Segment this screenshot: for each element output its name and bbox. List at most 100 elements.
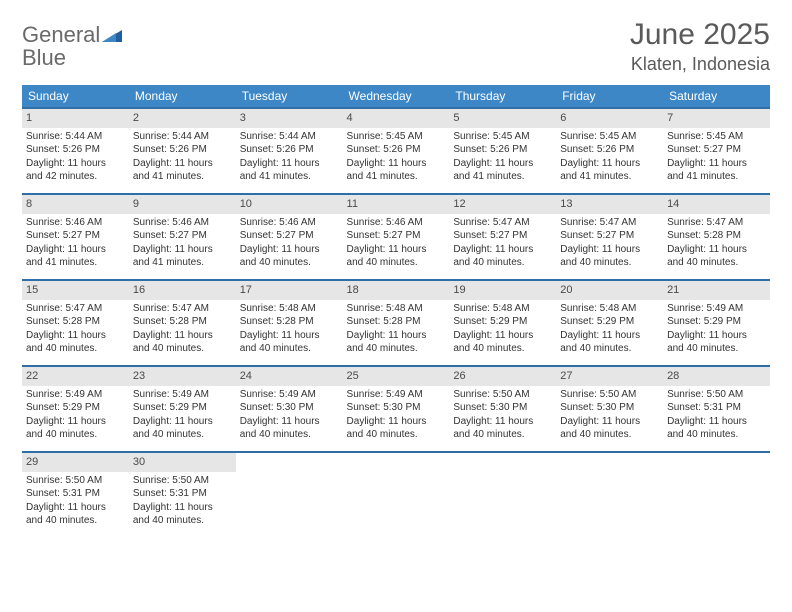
cell-content: Sunrise: 5:47 AMSunset: 5:28 PMDaylight:… xyxy=(22,302,129,360)
daylight-line-1: Daylight: 11 hours xyxy=(560,329,659,343)
calendar-cell: 12Sunrise: 5:47 AMSunset: 5:27 PMDayligh… xyxy=(449,194,556,280)
daylight-line-1: Daylight: 11 hours xyxy=(133,329,232,343)
cell-content: Sunrise: 5:45 AMSunset: 5:27 PMDaylight:… xyxy=(663,130,770,188)
daylight-line-2: and 40 minutes. xyxy=(26,342,125,356)
sunset-line: Sunset: 5:31 PM xyxy=(667,401,766,415)
sunset-line: Sunset: 5:27 PM xyxy=(560,229,659,243)
week-row: 29Sunrise: 5:50 AMSunset: 5:31 PMDayligh… xyxy=(22,452,770,538)
sunrise-line: Sunrise: 5:50 AM xyxy=(453,388,552,402)
day-number: 23 xyxy=(129,367,236,386)
sunset-line: Sunset: 5:27 PM xyxy=(347,229,446,243)
calendar-cell: 20Sunrise: 5:48 AMSunset: 5:29 PMDayligh… xyxy=(556,280,663,366)
calendar-cell: 1 Sunrise: 5:44 AMSunset: 5:26 PMDaylight… xyxy=(22,108,129,194)
sunset-line: Sunset: 5:27 PM xyxy=(240,229,339,243)
calendar-cell: 2Sunrise: 5:44 AMSunset: 5:26 PMDaylight… xyxy=(129,108,236,194)
day-number: 10 xyxy=(236,195,343,214)
calendar-cell xyxy=(663,452,770,538)
sunset-line: Sunset: 5:27 PM xyxy=(26,229,125,243)
sunset-line: Sunset: 5:28 PM xyxy=(240,315,339,329)
calendar-cell: 18Sunrise: 5:48 AMSunset: 5:28 PMDayligh… xyxy=(343,280,450,366)
week-row: 8Sunrise: 5:46 AMSunset: 5:27 PMDaylight… xyxy=(22,194,770,280)
daylight-line-1: Daylight: 11 hours xyxy=(347,157,446,171)
daylight-line-2: and 40 minutes. xyxy=(453,428,552,442)
day-number: 21 xyxy=(663,281,770,300)
cell-content: Sunrise: 5:45 AMSunset: 5:26 PMDaylight:… xyxy=(343,130,450,188)
daylight-line-1: Daylight: 11 hours xyxy=(667,243,766,257)
day-number: 4 xyxy=(343,109,450,128)
logo-triangle-icon xyxy=(102,28,122,47)
cell-content: Sunrise: 5:44 AMSunset: 5:26 PMDaylight:… xyxy=(22,130,129,188)
sunrise-line: Sunrise: 5:48 AM xyxy=(453,302,552,316)
daylight-line-2: and 42 minutes. xyxy=(26,170,125,184)
sunrise-line: Sunrise: 5:49 AM xyxy=(133,388,232,402)
day-number: 3 xyxy=(236,109,343,128)
calendar-cell: 15Sunrise: 5:47 AMSunset: 5:28 PMDayligh… xyxy=(22,280,129,366)
title-block: June 2025 Klaten, Indonesia xyxy=(630,18,770,75)
calendar-cell: 8Sunrise: 5:46 AMSunset: 5:27 PMDaylight… xyxy=(22,194,129,280)
sunrise-line: Sunrise: 5:50 AM xyxy=(133,474,232,488)
daylight-line-2: and 40 minutes. xyxy=(560,428,659,442)
daylight-line-1: Daylight: 11 hours xyxy=(347,415,446,429)
daylight-line-2: and 41 minutes. xyxy=(560,170,659,184)
cell-content: Sunrise: 5:48 AMSunset: 5:28 PMDaylight:… xyxy=(236,302,343,360)
sunrise-line: Sunrise: 5:50 AM xyxy=(560,388,659,402)
daylight-line-2: and 40 minutes. xyxy=(560,342,659,356)
cell-content: Sunrise: 5:44 AMSunset: 5:26 PMDaylight:… xyxy=(236,130,343,188)
sunrise-line: Sunrise: 5:47 AM xyxy=(667,216,766,230)
daylight-line-1: Daylight: 11 hours xyxy=(347,329,446,343)
day-header-monday: Monday xyxy=(129,85,236,108)
day-number: 28 xyxy=(663,367,770,386)
daylight-line-1: Daylight: 11 hours xyxy=(667,415,766,429)
daylight-line-2: and 40 minutes. xyxy=(560,256,659,270)
calendar-cell xyxy=(343,452,450,538)
sunrise-line: Sunrise: 5:48 AM xyxy=(560,302,659,316)
daylight-line-2: and 40 minutes. xyxy=(240,256,339,270)
sunrise-line: Sunrise: 5:45 AM xyxy=(667,130,766,144)
calendar-cell: 30 Sunrise: 5:50 AMSunset: 5:31 PMDayligh… xyxy=(129,452,236,538)
day-number: 5 xyxy=(449,109,556,128)
sunset-line: Sunset: 5:26 PM xyxy=(453,143,552,157)
cell-content: Sunrise: 5:50 AMSunset: 5:31 PMDaylight:… xyxy=(129,474,236,532)
header: General Blue June 2025 Klaten, Indonesia xyxy=(22,18,770,75)
calendar-cell: 26Sunrise: 5:50 AMSunset: 5:30 PMDayligh… xyxy=(449,366,556,452)
sunset-line: Sunset: 5:28 PM xyxy=(133,315,232,329)
location: Klaten, Indonesia xyxy=(630,54,770,75)
calendar-cell: 29Sunrise: 5:50 AMSunset: 5:31 PMDayligh… xyxy=(22,452,129,538)
day-number: 30 xyxy=(129,453,236,472)
sunset-line: Sunset: 5:28 PM xyxy=(667,229,766,243)
daylight-line-2: and 41 minutes. xyxy=(240,170,339,184)
day-number: 2 xyxy=(129,109,236,128)
calendar-cell: 17Sunrise: 5:48 AMSunset: 5:28 PMDayligh… xyxy=(236,280,343,366)
sunset-line: Sunset: 5:26 PM xyxy=(26,143,125,157)
week-row: 1Sunrise: 5:44 AMSunset: 5:26 PMDaylight… xyxy=(22,108,770,194)
calendar-cell xyxy=(236,452,343,538)
daylight-line-2: and 40 minutes. xyxy=(26,514,125,528)
day-number: 27 xyxy=(556,367,663,386)
sunset-line: Sunset: 5:26 PM xyxy=(240,143,339,157)
daylight-line-2: and 40 minutes. xyxy=(133,514,232,528)
day-number: 11 xyxy=(343,195,450,214)
sunset-line: Sunset: 5:27 PM xyxy=(453,229,552,243)
daylight-line-2: and 41 minutes. xyxy=(667,170,766,184)
daylight-line-1: Daylight: 11 hours xyxy=(347,243,446,257)
day-number: 1 xyxy=(22,109,129,128)
daylight-line-1: Daylight: 11 hours xyxy=(560,415,659,429)
daylight-line-1: Daylight: 11 hours xyxy=(26,415,125,429)
day-number: 20 xyxy=(556,281,663,300)
sunrise-line: Sunrise: 5:44 AM xyxy=(133,130,232,144)
daylight-line-2: and 40 minutes. xyxy=(667,256,766,270)
daylight-line-1: Daylight: 11 hours xyxy=(453,329,552,343)
day-number: 9 xyxy=(129,195,236,214)
cell-content: Sunrise: 5:49 AMSunset: 5:29 PMDaylight:… xyxy=(22,388,129,446)
daylight-line-1: Daylight: 11 hours xyxy=(240,329,339,343)
calendar-cell: 7Sunrise: 5:45 AMSunset: 5:27 PMDaylight… xyxy=(663,108,770,194)
daylight-line-2: and 41 minutes. xyxy=(26,256,125,270)
calendar-cell: 22Sunrise: 5:49 AMSunset: 5:29 PMDayligh… xyxy=(22,366,129,452)
week-row: 15Sunrise: 5:47 AMSunset: 5:28 PMDayligh… xyxy=(22,280,770,366)
calendar-cell: 24Sunrise: 5:49 AMSunset: 5:30 PMDayligh… xyxy=(236,366,343,452)
daylight-line-1: Daylight: 11 hours xyxy=(453,157,552,171)
daylight-line-2: and 40 minutes. xyxy=(347,428,446,442)
day-number: 8 xyxy=(22,195,129,214)
day-number: 24 xyxy=(236,367,343,386)
sunrise-line: Sunrise: 5:48 AM xyxy=(347,302,446,316)
